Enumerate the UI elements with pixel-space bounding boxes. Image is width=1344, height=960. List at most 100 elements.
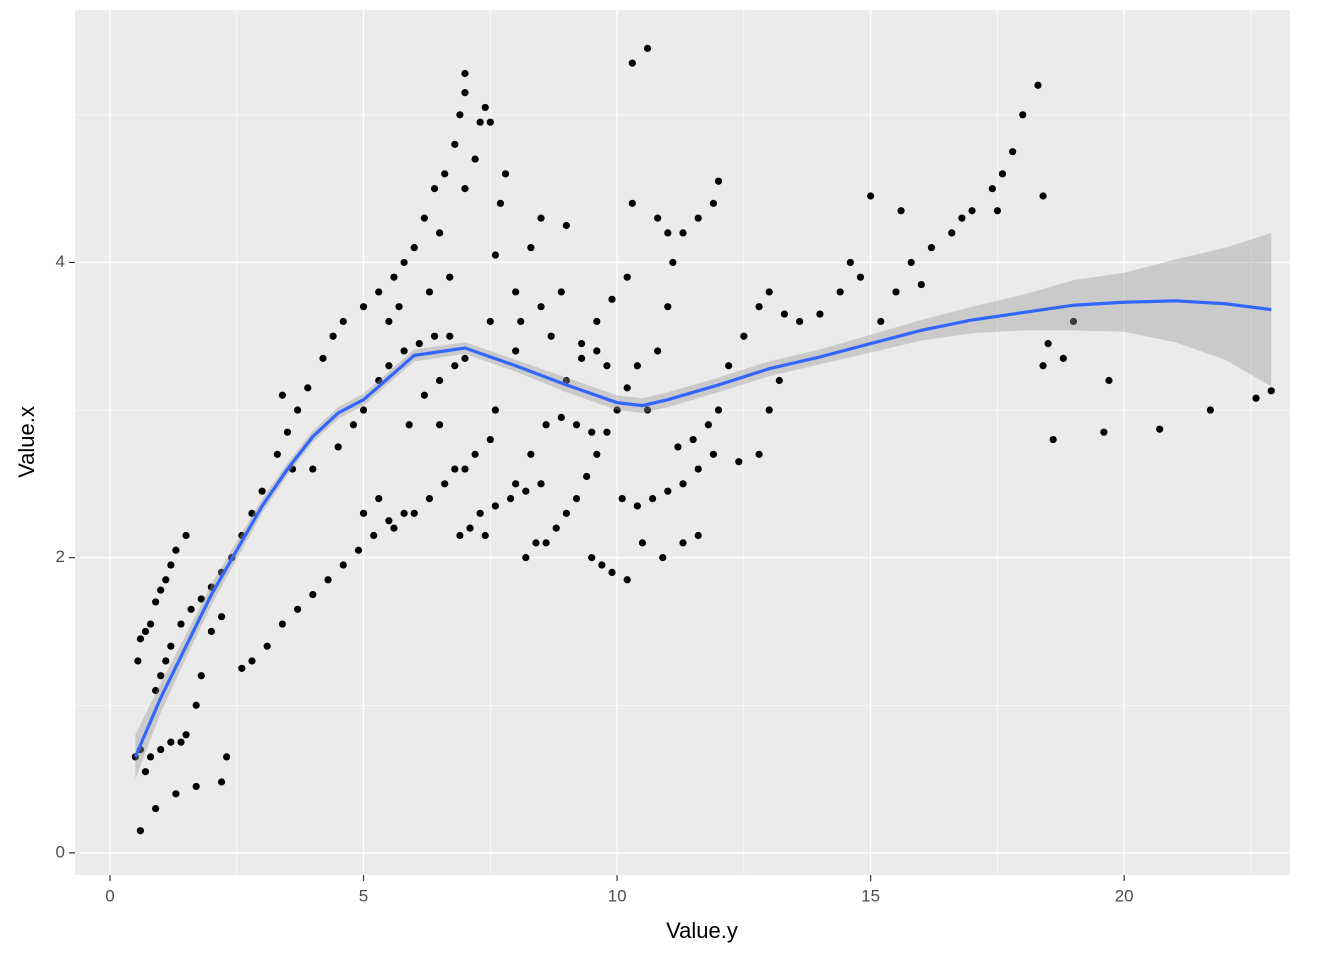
point (1069, 317, 1078, 326)
point (375, 288, 383, 296)
point (512, 347, 520, 355)
point (588, 428, 596, 436)
point (664, 487, 672, 495)
point (633, 502, 641, 510)
point (451, 140, 459, 148)
point (725, 362, 733, 370)
point (146, 620, 155, 628)
point (278, 391, 287, 399)
point (136, 635, 145, 643)
point (461, 89, 469, 97)
smooth-line (133, 299, 1272, 758)
x-axis-title: Value.y (666, 918, 738, 943)
point (562, 509, 570, 517)
point (461, 69, 469, 78)
point (451, 362, 459, 370)
point (709, 199, 718, 207)
point (152, 598, 160, 606)
point (223, 753, 231, 761)
point (593, 317, 601, 326)
point (466, 524, 474, 532)
point (248, 657, 256, 665)
point (146, 753, 155, 761)
point (562, 376, 570, 385)
point (897, 207, 905, 215)
point (537, 480, 545, 488)
point (628, 59, 636, 67)
point (167, 561, 175, 569)
point (1206, 406, 1214, 414)
x-tick-label: 20 (1115, 886, 1134, 905)
point (420, 214, 428, 222)
point (375, 376, 383, 385)
point (572, 421, 581, 429)
point (162, 576, 170, 584)
point (476, 509, 484, 517)
x-tick-label: 5 (359, 886, 368, 905)
point (309, 590, 317, 599)
point (141, 768, 150, 776)
y-tick-label: 0 (56, 842, 65, 861)
point (664, 303, 672, 311)
point (755, 450, 763, 458)
point (669, 258, 677, 267)
point (998, 170, 1007, 178)
point (456, 531, 464, 540)
point (177, 738, 185, 746)
point (623, 273, 631, 281)
point (603, 428, 611, 436)
point (532, 539, 540, 547)
point (385, 317, 393, 326)
point (461, 465, 469, 473)
x-tick-label: 10 (608, 886, 627, 905)
point (1059, 354, 1067, 362)
y-tick-label: 4 (56, 252, 65, 271)
point (390, 273, 398, 281)
point (542, 421, 550, 429)
point (638, 539, 647, 547)
point (167, 738, 175, 746)
point (623, 384, 631, 392)
point (583, 472, 591, 481)
point (152, 804, 160, 813)
point (446, 273, 454, 281)
point (491, 251, 499, 259)
point (593, 450, 601, 458)
point (1019, 111, 1027, 119)
point (486, 317, 494, 326)
point (867, 192, 875, 200)
point (704, 421, 712, 429)
point (430, 332, 439, 340)
point (177, 620, 185, 628)
point (258, 487, 266, 495)
point (618, 494, 626, 503)
point (1039, 362, 1047, 370)
point (486, 118, 494, 126)
point (765, 406, 773, 414)
point (461, 354, 469, 362)
point (648, 494, 657, 503)
point (471, 450, 479, 458)
point (207, 627, 216, 636)
point (197, 672, 205, 680)
point (679, 539, 687, 547)
point (415, 340, 423, 348)
point (1100, 428, 1108, 436)
point (496, 199, 505, 207)
point (420, 391, 428, 399)
point (968, 207, 976, 215)
point (1009, 148, 1017, 156)
point (593, 347, 601, 355)
point (339, 561, 347, 569)
point (273, 450, 281, 458)
point (796, 317, 804, 326)
point (283, 428, 292, 436)
point (481, 531, 489, 540)
point (334, 443, 342, 451)
point (1252, 394, 1260, 402)
point (1049, 435, 1057, 444)
point (481, 103, 489, 112)
point (846, 258, 854, 267)
point (577, 354, 586, 362)
